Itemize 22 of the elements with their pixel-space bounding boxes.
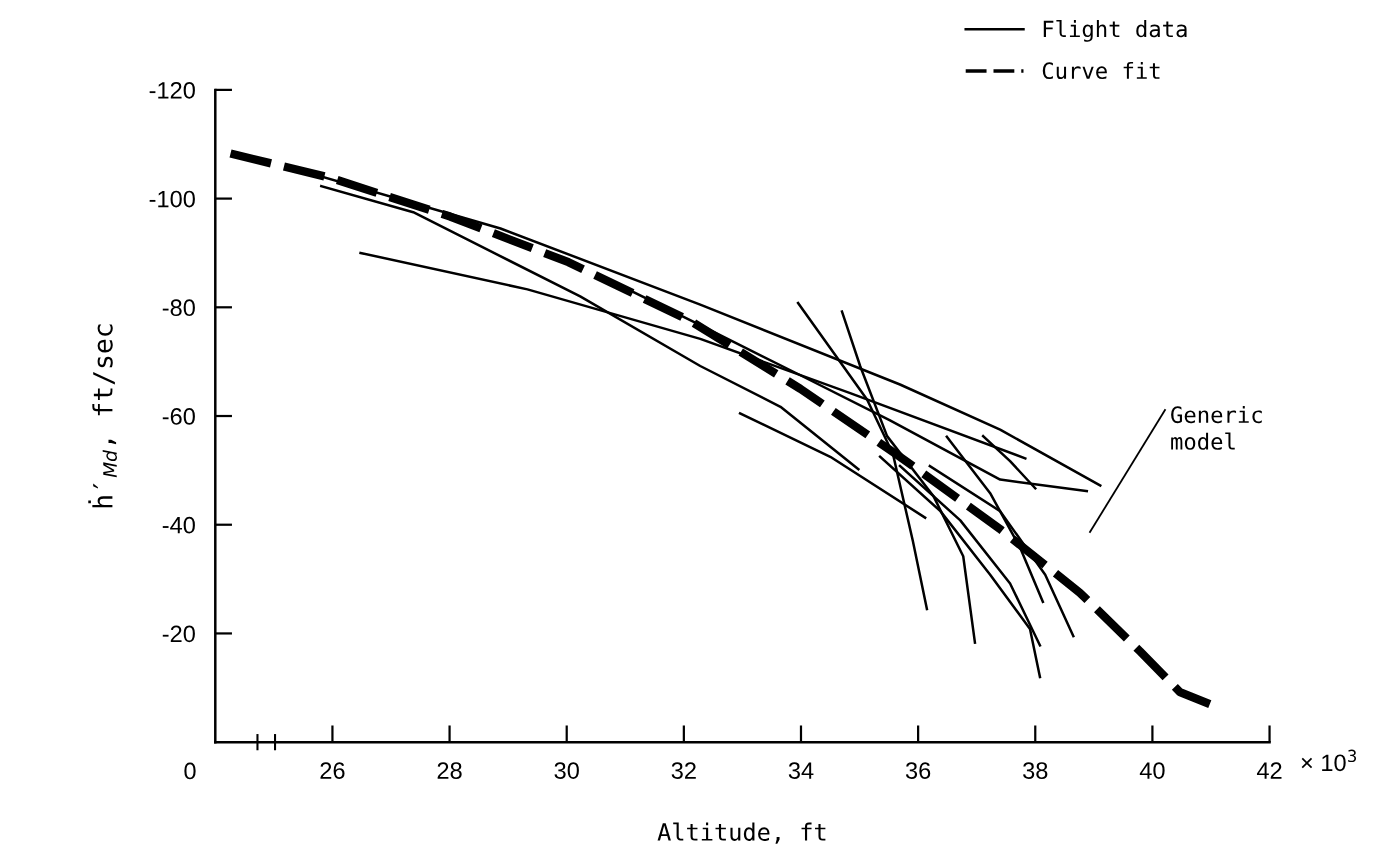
annotation: Generic model xyxy=(1171,405,1262,450)
y-tick-label: -80 xyxy=(162,299,195,317)
legend-label: Flight data xyxy=(1043,20,1187,42)
legend-label: Curve fit xyxy=(1042,61,1160,80)
text: 0 xyxy=(184,762,196,780)
x-tick-label: 26 xyxy=(320,762,345,779)
y-tick-label: -40 xyxy=(162,516,195,534)
y-tick-label: -20 xyxy=(162,625,195,643)
x-tick-label: 30 xyxy=(554,762,579,779)
y-tick-label: -60 xyxy=(162,408,195,425)
x-tick-label: 34 xyxy=(788,762,814,779)
y-tick-label: -100 xyxy=(149,190,195,208)
x-tick-label: 28 xyxy=(437,762,462,779)
x-tick-label: 32 xyxy=(671,762,696,779)
x-tick-label: 36 xyxy=(905,762,931,779)
x-tick-label: 38 xyxy=(1023,762,1048,779)
y-axis-title: ḣ′$_{Md}$, ft/sec xyxy=(88,324,117,508)
x-axis-title: Altitude, ft xyxy=(657,822,826,844)
x-tick-label: 40 xyxy=(1139,762,1165,779)
x-tick-label: 42 xyxy=(1256,762,1282,779)
text: × 10$^{3}$ xyxy=(1301,749,1357,772)
y-tick-label: -120 xyxy=(149,81,195,99)
